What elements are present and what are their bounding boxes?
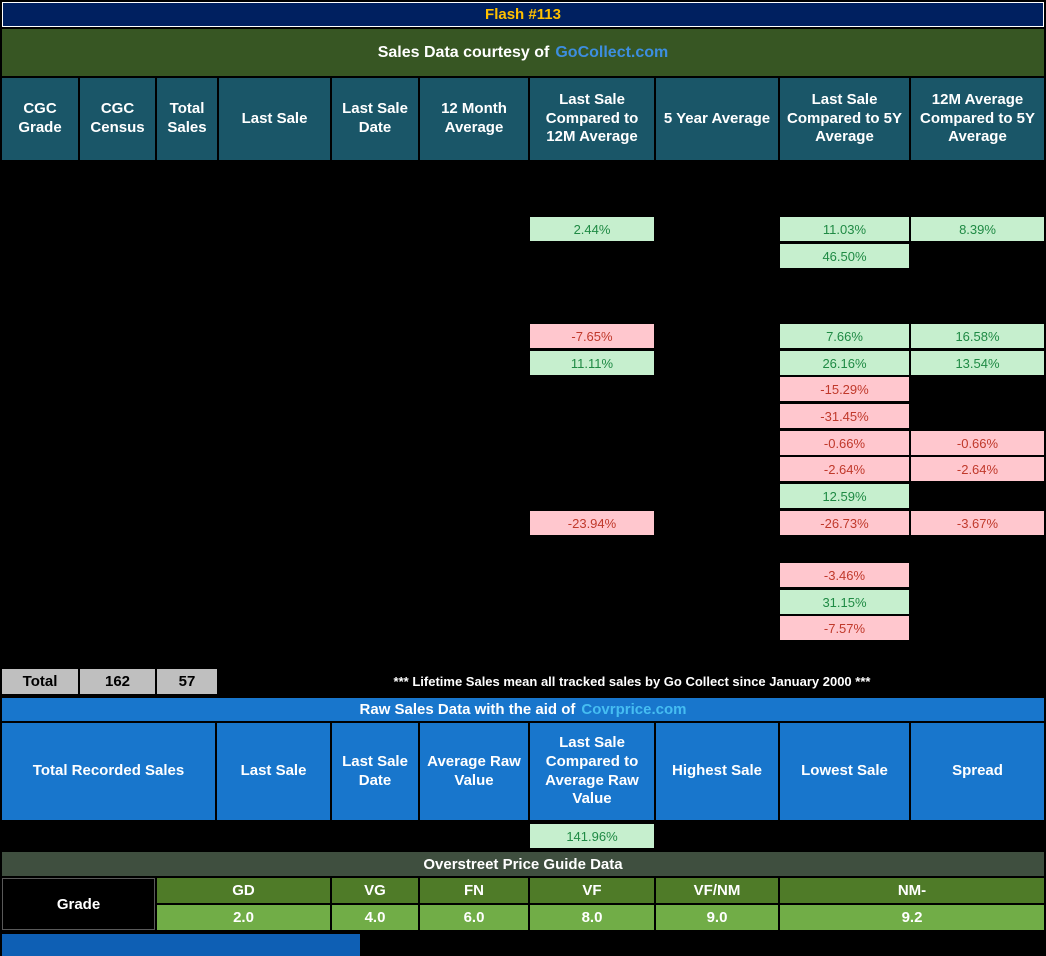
comic-title: Flash #113 <box>485 6 561 23</box>
cgc-header-cell: Last Sale Compared to 5Y Average <box>780 78 909 160</box>
cgc-header-cell: 5 Year Average <box>656 78 778 160</box>
cgc-header-cell: CGC Census <box>80 78 155 160</box>
overstreet-bar: Overstreet Price Guide Data <box>2 852 1044 876</box>
overstreet-grade-cell: VF/NM <box>656 878 778 903</box>
overstreet-value-cell: 8.0 <box>530 905 654 930</box>
raw-header-cell: Highest Sale <box>656 723 778 820</box>
percent-cell: -0.66% <box>780 431 909 455</box>
percent-cell: 26.16% <box>780 351 909 375</box>
cgc-header-cell: Last Sale Compared to 12M Average <box>530 78 654 160</box>
overstreet-grade-cell: VG <box>332 878 418 903</box>
percent-cell: -3.67% <box>911 511 1044 535</box>
total-census-value: 162 <box>80 669 155 694</box>
cgc-header-cell: Last Sale <box>219 78 330 160</box>
gocollect-bar: Sales Data courtesy of GoCollect.com <box>2 29 1044 76</box>
cgc-header-cell: CGC Grade <box>2 78 78 160</box>
overstreet-value-cell: 2.0 <box>157 905 330 930</box>
overstreet-grade-cell: FN <box>420 878 528 903</box>
cgc-header-cell: 12M Average Compared to 5Y Average <box>911 78 1044 160</box>
percent-cell: 11.03% <box>780 217 909 241</box>
overstreet-grade-cell: VF <box>530 878 654 903</box>
percent-cell: 46.50% <box>780 244 909 268</box>
raw-header-cell: Total Recorded Sales <box>2 723 215 820</box>
percent-cell: -0.66% <box>911 431 1044 455</box>
total-label: Total <box>2 669 78 694</box>
percent-cell: -31.45% <box>780 404 909 428</box>
raw-sales-bar: Raw Sales Data with the aid of Covrprice… <box>2 698 1044 721</box>
raw-header-cell: Spread <box>911 723 1044 820</box>
percent-cell: -3.46% <box>780 563 909 587</box>
raw-header-cell: Last Sale <box>217 723 330 820</box>
percent-cell: 12.59% <box>780 484 909 508</box>
total-sales-value: 57 <box>157 669 217 694</box>
overstreet-value-cell: 9.2 <box>780 905 1044 930</box>
percent-cell: -23.94% <box>530 511 654 535</box>
raw-header-cell: Average Raw Value <box>420 723 528 820</box>
overstreet-value-cell: 4.0 <box>332 905 418 930</box>
percent-cell: 31.15% <box>780 590 909 614</box>
overstreet-grade-label: Grade <box>2 878 155 930</box>
raw-percent-cell: 141.96% <box>530 824 654 848</box>
overstreet-grade-cell: GD <box>157 878 330 903</box>
percent-cell: 13.54% <box>911 351 1044 375</box>
percent-cell: -15.29% <box>780 377 909 401</box>
percent-cell: 8.39% <box>911 217 1044 241</box>
cgc-header-cell: 12 Month Average <box>420 78 528 160</box>
covrprice-link[interactable]: Covrprice.com <box>581 701 687 718</box>
percent-cell: 16.58% <box>911 324 1044 348</box>
lifetime-sales-note: *** Lifetime Sales mean all tracked sale… <box>393 674 871 689</box>
percent-cell: 2.44% <box>530 217 654 241</box>
cgc-header-cell: Total Sales <box>157 78 217 160</box>
percent-cell: 11.11% <box>530 351 654 375</box>
raw-header-cell: Last Sale Compared to Average Raw Value <box>530 723 654 820</box>
percent-cell: -26.73% <box>780 511 909 535</box>
raw-sales-bar-text: Raw Sales Data with the aid of <box>359 701 576 718</box>
gocollect-link[interactable]: GoCollect.com <box>555 43 669 61</box>
overstreet-value-cell: 9.0 <box>656 905 778 930</box>
percent-cell: 7.66% <box>780 324 909 348</box>
raw-header-cell: Last Sale Date <box>332 723 418 820</box>
bottom-section-bar <box>2 934 360 956</box>
overstreet-value-cell: 6.0 <box>420 905 528 930</box>
cgc-header-cell: Last Sale Date <box>332 78 418 160</box>
percent-cell: -2.64% <box>780 457 909 481</box>
percent-cell: -7.65% <box>530 324 654 348</box>
gocollect-bar-text: Sales Data courtesy of <box>377 43 550 61</box>
overstreet-grade-cell: NM- <box>780 878 1044 903</box>
percent-cell: -7.57% <box>780 616 909 640</box>
raw-header-cell: Lowest Sale <box>780 723 909 820</box>
title-bar: Flash #113 <box>2 2 1044 27</box>
percent-cell: -2.64% <box>911 457 1044 481</box>
